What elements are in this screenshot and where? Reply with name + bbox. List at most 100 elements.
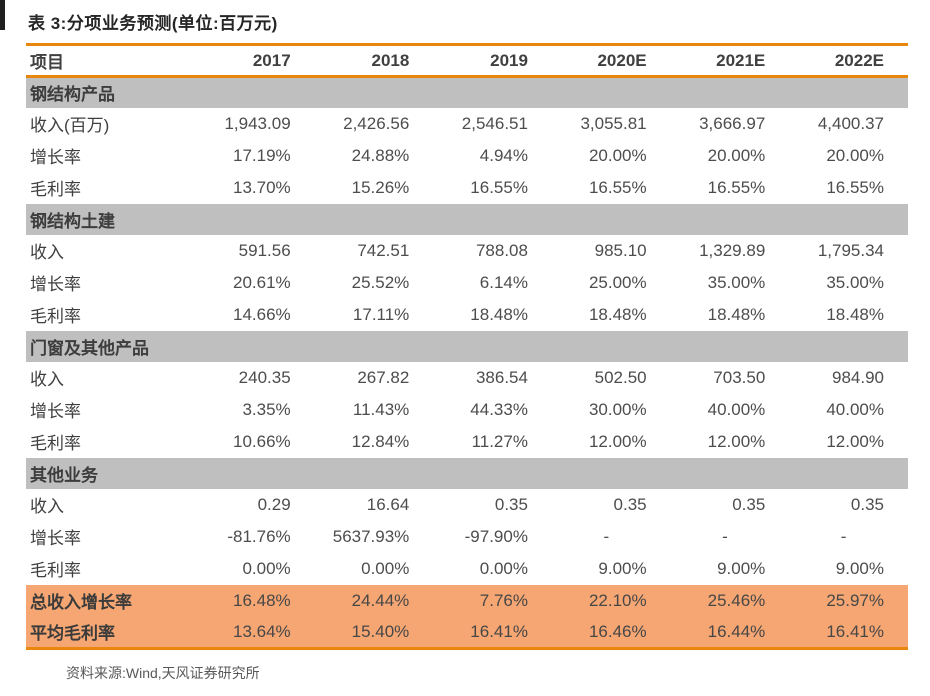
value-cell: 742.51 xyxy=(357,240,410,260)
value-cell: 0.00% xyxy=(242,558,291,578)
value-cell: 15.40% xyxy=(314,616,434,649)
table-row: 增长率 3.35% 11.43% 44.33% 30.00% 40.00% 40.00% xyxy=(26,394,908,426)
table-row: 收入 591.56 742.51 788.08 985.10 1,329.89 1,795.… xyxy=(26,235,908,267)
column-header-year: 2022E xyxy=(789,44,908,78)
value-cell: 16.46% xyxy=(551,616,671,649)
value-cell: 13.70% xyxy=(232,177,291,197)
value-cell: 12.00% xyxy=(588,431,647,451)
value-cell: 18.48% xyxy=(588,304,647,324)
value-cell: 18.48% xyxy=(707,304,766,324)
row-label: 增长率 xyxy=(30,529,81,548)
value-cell: - xyxy=(722,526,728,546)
value-cell: 3,666.97 xyxy=(699,113,766,133)
column-header-year: 2020E xyxy=(551,44,671,78)
value-cell: 17.19% xyxy=(232,145,291,165)
value-cell: 0.00% xyxy=(479,558,528,578)
table-title: 表 3:分项业务预测(单位:百万元) xyxy=(28,14,278,33)
row-label: 总收入增长率 xyxy=(26,584,196,617)
value-cell: 1,795.34 xyxy=(817,240,884,260)
value-cell: 5637.93% xyxy=(332,526,410,546)
table-row: 毛利率 10.66% 12.84% 11.27% 12.00% 12.00% 12.00% xyxy=(26,426,908,458)
value-cell: 9.00% xyxy=(835,558,884,578)
row-label: 平均毛利率 xyxy=(26,616,196,649)
value-cell: 16.55% xyxy=(707,177,766,197)
value-cell: 35.00% xyxy=(826,272,884,292)
value-cell: 20.61% xyxy=(232,272,291,292)
value-cell: 985.10 xyxy=(594,240,647,260)
section-header-row: 其他业务 xyxy=(26,457,908,489)
value-cell: 2,426.56 xyxy=(343,113,410,133)
table-row: 增长率 -81.76% 5637.93% -97.90% - - - xyxy=(26,521,908,553)
row-label: 毛利率 xyxy=(30,434,81,453)
table-row: 毛利率 0.00% 0.00% 0.00% 9.00% 9.00% 9.00% xyxy=(26,553,908,585)
section-header-label: 其他业务 xyxy=(26,457,908,489)
value-cell: 44.33% xyxy=(470,399,528,419)
section-header-label: 钢结构产品 xyxy=(26,76,908,108)
value-cell: 0.35 xyxy=(732,494,766,514)
value-cell: 20.00% xyxy=(707,145,766,165)
row-label: 收入(百万) xyxy=(30,116,110,135)
section-header-label: 门窗及其他产品 xyxy=(26,330,908,362)
value-cell: 0.29 xyxy=(257,494,291,514)
value-cell: 16.55% xyxy=(470,177,528,197)
row-label: 毛利率 xyxy=(30,180,81,199)
value-cell: - xyxy=(840,526,847,546)
value-cell: 20.00% xyxy=(826,145,884,165)
section-header-row: 钢结构土建 xyxy=(26,203,908,235)
value-cell: 16.41% xyxy=(433,616,552,649)
value-cell: 267.82 xyxy=(357,367,410,387)
value-cell: - xyxy=(603,526,610,546)
value-cell: 18.48% xyxy=(470,304,528,324)
value-cell: 40.00% xyxy=(707,399,766,419)
value-cell: 2,546.51 xyxy=(461,113,528,133)
value-cell: -97.90% xyxy=(464,526,528,546)
summary-row: 总收入增长率 16.48% 24.44% 7.76% 22.10% 25.46% 25.97… xyxy=(26,584,908,617)
row-label: 毛利率 xyxy=(30,561,81,580)
value-cell: 1,943.09 xyxy=(224,113,291,133)
value-cell: 7.76% xyxy=(433,584,552,617)
value-cell: 25.52% xyxy=(351,272,410,292)
table-row: 毛利率 13.70% 15.26% 16.55% 16.55% 16.55% 16.55% xyxy=(26,172,908,204)
value-cell: 0.00% xyxy=(361,558,410,578)
forecast-table-body: 钢结构产品收入(百万) 1,943.09 2,426.56 2,546.51 3,055… xyxy=(26,76,908,649)
value-cell: 25.46% xyxy=(670,584,790,617)
row-label: 增长率 xyxy=(30,275,81,294)
value-cell: 3,055.81 xyxy=(580,113,647,133)
column-header-year: 2021E xyxy=(670,44,790,78)
value-cell: 40.00% xyxy=(826,399,884,419)
value-cell: 4.94% xyxy=(479,145,528,165)
value-cell: 788.08 xyxy=(475,240,528,260)
value-cell: 12.00% xyxy=(707,431,766,451)
column-header-item: 项目 xyxy=(26,44,196,78)
value-cell: 0.35 xyxy=(850,494,884,514)
value-cell: 15.26% xyxy=(351,177,410,197)
source-note: 资料来源:Wind,天风证券研究所 xyxy=(66,665,260,681)
value-cell: 703.50 xyxy=(713,367,766,387)
forecast-table-header: 项目 2017 2018 2019 2020E 2021E 2022E xyxy=(26,44,908,78)
row-label: 增长率 xyxy=(30,148,81,167)
value-cell: 35.00% xyxy=(707,272,766,292)
section-header-label: 钢结构土建 xyxy=(26,203,908,235)
value-cell: 13.64% xyxy=(196,616,315,649)
value-cell: 3.35% xyxy=(242,399,291,419)
value-cell: 24.88% xyxy=(351,145,410,165)
value-cell: 25.00% xyxy=(588,272,647,292)
value-cell: 16.44% xyxy=(670,616,790,649)
value-cell: 16.48% xyxy=(196,584,315,617)
value-cell: 16.55% xyxy=(826,177,884,197)
value-cell: 0.35 xyxy=(494,494,528,514)
value-cell: 16.41% xyxy=(789,616,908,649)
column-header-year: 2019 xyxy=(433,44,552,78)
value-cell: 9.00% xyxy=(598,558,647,578)
table-row: 增长率 17.19% 24.88% 4.94% 20.00% 20.00% 20.00% xyxy=(26,140,908,172)
table-row: 增长率 20.61% 25.52% 6.14% 25.00% 35.00% 35.00% xyxy=(26,267,908,299)
value-cell: 591.56 xyxy=(238,240,291,260)
value-cell: 502.50 xyxy=(594,367,647,387)
value-cell: 4,400.37 xyxy=(817,113,884,133)
value-cell: 6.14% xyxy=(479,272,528,292)
row-label: 收入 xyxy=(30,370,64,389)
row-label: 增长率 xyxy=(30,402,81,421)
table-row: 收入 240.35 267.82 386.54 502.50 703.50 984.90 xyxy=(26,362,908,394)
